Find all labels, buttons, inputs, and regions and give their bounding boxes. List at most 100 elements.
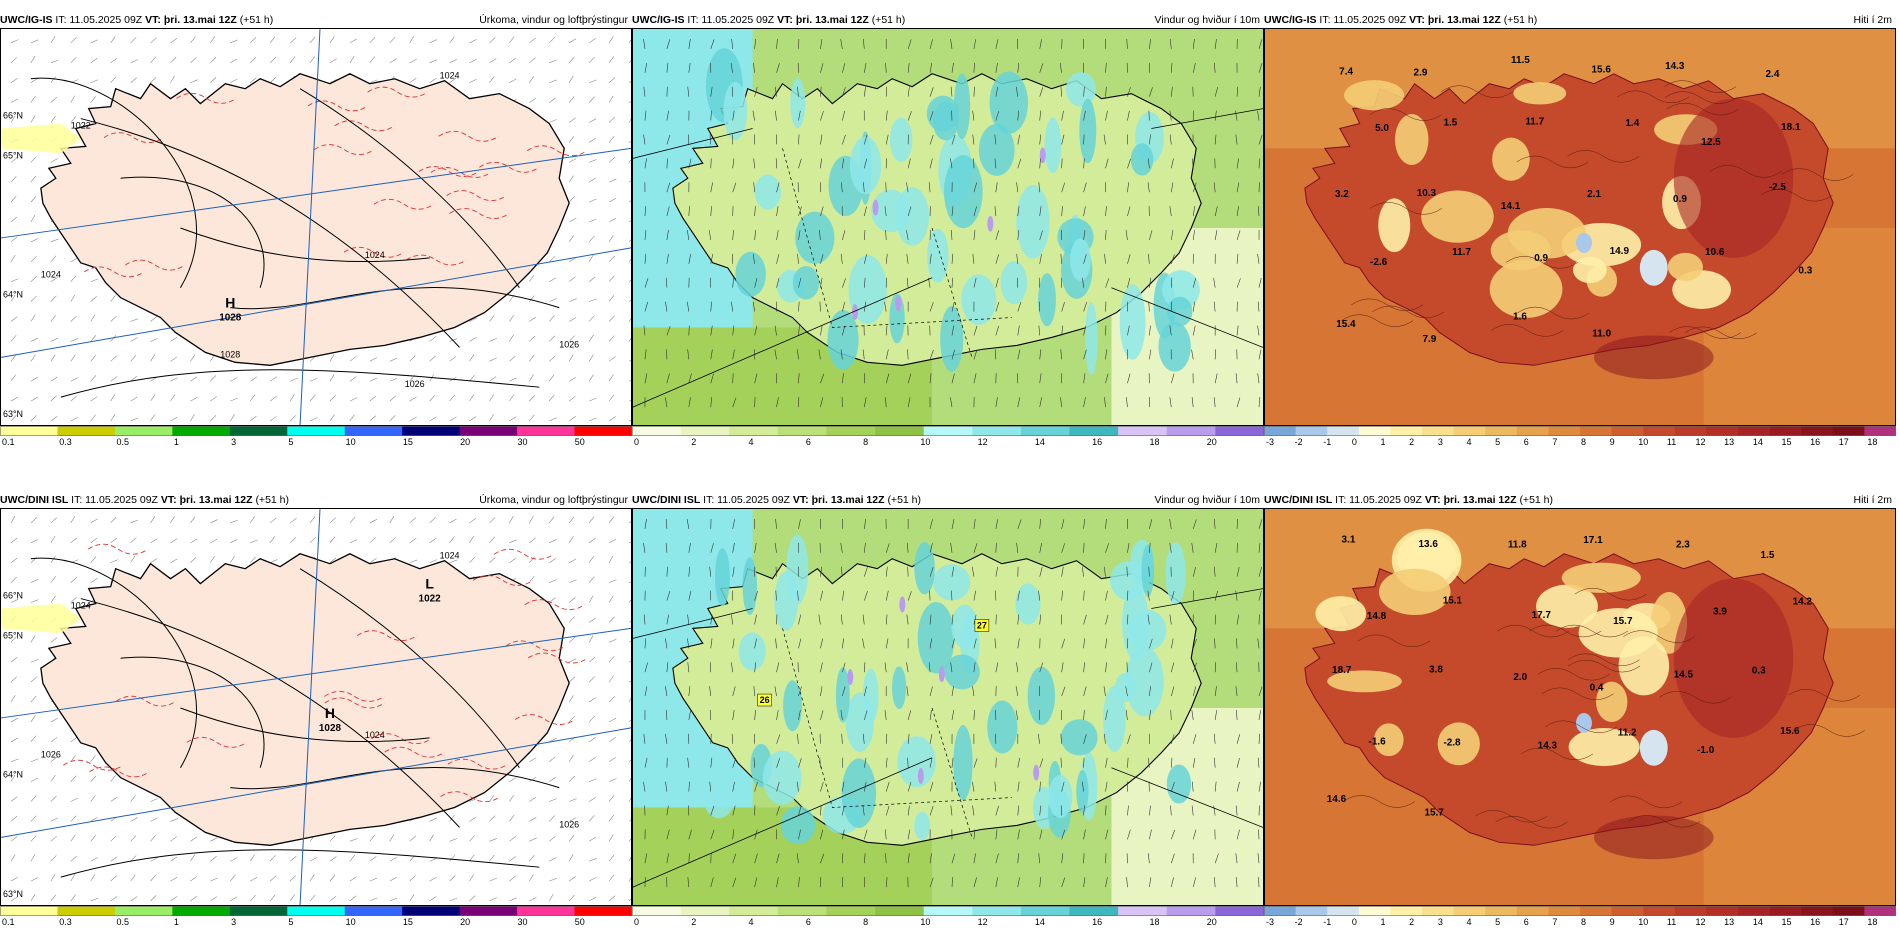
colorbar-tick-label: 7 <box>1552 917 1557 926</box>
panel-title: Hiti í 2m <box>1853 12 1892 28</box>
temperature-value: 2.4 <box>1766 69 1780 80</box>
panel-valid-time: þri. 13.mai 12Z <box>1428 14 1501 26</box>
grid-latitude-label: 65°N <box>3 150 23 160</box>
colorbar-tick-label: 17 <box>1839 437 1849 446</box>
colorbar-tick-label: 0 <box>634 437 639 446</box>
colorbar-swatch <box>517 906 575 916</box>
colorbar-tick-label: 3 <box>231 437 236 446</box>
isobar-label: 1024 <box>71 601 91 611</box>
temperature-value: 1.5 <box>1443 117 1457 128</box>
temperature-value: 11.7 <box>1525 117 1544 128</box>
colorbar-swatch <box>57 906 115 916</box>
colorbar: -3-2-1012345678910111213141516171819 <box>1264 906 1896 926</box>
colorbar-swatch <box>1215 906 1264 916</box>
colorbar-tick-label: 17 <box>1839 917 1849 926</box>
colorbar-tick-label: 15 <box>1781 437 1791 446</box>
map-canvas <box>632 28 1264 426</box>
colorbar-tick-label: 4 <box>1466 437 1471 446</box>
panel-title: Úrkoma, vindur og loftþrýstingur <box>479 12 628 28</box>
temperature-value: 0.4 <box>1590 683 1604 694</box>
colorbar-tick-label: 6 <box>806 437 811 446</box>
colorbar-swatch <box>681 906 730 916</box>
colorbar-swatch <box>345 426 403 436</box>
panel-header: UWC/DINI ISL IT: 11.05.2025 09Z VT: þri.… <box>1264 492 1896 508</box>
colorbar-swatch <box>1517 426 1549 436</box>
colorbar-swatch <box>0 426 58 436</box>
temperature-value: 14.1 <box>1501 201 1521 212</box>
svg-text:1022: 1022 <box>419 594 442 605</box>
panel-lead-time: (+51 h) <box>1504 14 1538 26</box>
colorbar-tick-label: 0.3 <box>59 917 72 926</box>
isobar-label: 1024 <box>365 730 385 740</box>
map-panel-4: UWC/DINI ISL IT: 11.05.2025 09Z VT: þri.… <box>0 492 632 952</box>
colorbar-tick-label: 6 <box>1524 917 1529 926</box>
colorbar-tick-label: 0 <box>634 917 639 926</box>
temperature-value: 2.1 <box>1587 189 1601 200</box>
colorbar-tick-label: 16 <box>1092 917 1102 926</box>
colorbar-swatch <box>1548 426 1580 436</box>
temperature-value: 14.6 <box>1327 794 1347 805</box>
temperature-value: 10.6 <box>1705 247 1725 258</box>
panel-header: UWC/DINI ISL IT: 11.05.2025 09Z VT: þri.… <box>0 492 632 508</box>
colorbar-swatch <box>924 906 973 916</box>
temperature-value: 11.5 <box>1511 55 1530 66</box>
temperature-value: 2.3 <box>1676 540 1690 551</box>
colorbar-tick-label: 3 <box>231 917 236 926</box>
colorbar-swatch <box>1864 906 1896 916</box>
grid-latitude-label: 64°N <box>3 770 23 780</box>
colorbar-tick-label: 3 <box>1438 437 1443 446</box>
colorbar-tick-label: 0.3 <box>59 437 72 446</box>
colorbar-swatch <box>875 426 924 436</box>
panel-init-time: IT: 11.05.2025 09Z <box>1335 494 1422 506</box>
grid-latitude-label: 63°N <box>3 889 23 899</box>
map-panel-3: UWC/IG-IS IT: 11.05.2025 09Z VT: þri. 13… <box>1264 12 1896 472</box>
colorbar-swatch <box>1296 426 1328 436</box>
temperature-value: 15.7 <box>1613 616 1633 627</box>
map-panel-2: UWC/IG-IS IT: 11.05.2025 09Z VT: þri. 13… <box>632 12 1264 472</box>
temperature-value: 11.8 <box>1508 540 1527 551</box>
colorbar-tick-label: 5 <box>288 437 293 446</box>
colorbar-swatch <box>230 426 288 436</box>
panel-title: Vindur og hviður í 10m <box>1155 12 1260 28</box>
colorbar-tick-label: 8 <box>863 437 868 446</box>
temperature-value: -2.6 <box>1370 257 1388 268</box>
temperature-value: 15.1 <box>1443 595 1463 606</box>
temperature-value: 12.5 <box>1701 137 1721 148</box>
svg-text:1028: 1028 <box>219 313 242 324</box>
temperature-value: -1.6 <box>1369 737 1387 748</box>
colorbar-swatch <box>972 906 1021 916</box>
colorbar-tick-label: 14 <box>1753 917 1763 926</box>
svg-text:L: L <box>425 576 434 592</box>
colorbar-tick-label: -3 <box>1266 917 1274 926</box>
colorbar-swatch <box>1738 906 1770 916</box>
colorbar-tick-label: 1 <box>1381 917 1386 926</box>
colorbar-tick-label: 20 <box>460 437 470 446</box>
colorbar-swatch <box>1422 906 1454 916</box>
colorbar-swatch <box>575 426 632 436</box>
colorbar-tick-label: 2 <box>691 437 696 446</box>
colorbar-swatch <box>1070 426 1119 436</box>
grid-latitude-label: 63°N <box>3 409 23 419</box>
isobar-label: 1024 <box>365 250 385 260</box>
panel-header: UWC/DINI ISL IT: 11.05.2025 09Z VT: þri.… <box>632 492 1264 508</box>
colorbar-swatch <box>1612 906 1644 916</box>
isobar-label: 1024 <box>440 551 460 561</box>
colorbar-swatch <box>517 426 575 436</box>
colorbar-swatch <box>1118 426 1167 436</box>
colorbar-swatch <box>1021 426 1070 436</box>
temperature-value: 15.4 <box>1336 319 1356 330</box>
colorbar-swatch <box>826 906 875 916</box>
panel-model: UWC/IG-IS <box>632 14 685 26</box>
colorbar-swatch <box>1643 906 1675 916</box>
svg-text:27: 27 <box>977 620 987 630</box>
temperature-value: 11.2 <box>1618 727 1637 738</box>
colorbar-tick-label: 16 <box>1810 917 1820 926</box>
panel-valid-label: VT: <box>161 494 177 506</box>
isobar-label: 1024 <box>440 71 460 81</box>
panel-lead-time: (+51 h) <box>240 14 274 26</box>
temperature-value: 13.6 <box>1419 539 1439 550</box>
colorbar-tick-label: 18 <box>1867 437 1877 446</box>
colorbar-swatch <box>875 906 924 916</box>
